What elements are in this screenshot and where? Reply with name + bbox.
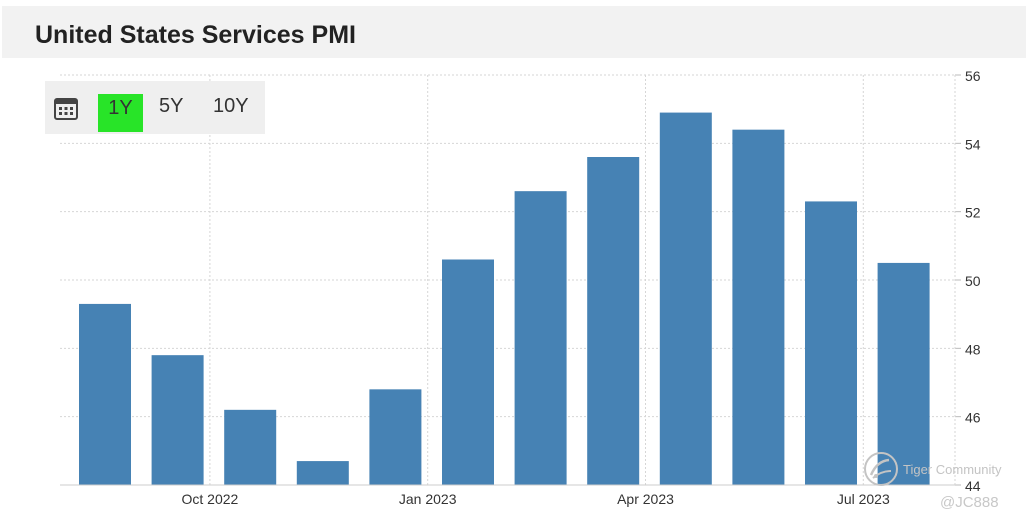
title-bar: United States Services PMI bbox=[2, 6, 1026, 58]
bar-dec-2022 bbox=[369, 389, 422, 485]
x-tick-label: Oct 2022 bbox=[181, 491, 238, 507]
bar-may-2023 bbox=[732, 129, 785, 485]
y-tick-label: 56 bbox=[965, 68, 981, 84]
range-5y-button[interactable]: 5Y bbox=[159, 95, 184, 117]
x-tick-label: Jan 2023 bbox=[399, 491, 457, 507]
y-tick-label: 50 bbox=[965, 273, 981, 289]
calendar-icon[interactable] bbox=[53, 95, 79, 121]
bar-nov-2022 bbox=[296, 461, 349, 485]
y-tick-label: 46 bbox=[965, 410, 981, 426]
bar-oct-2022 bbox=[224, 409, 277, 485]
bar-aug-2022 bbox=[79, 303, 131, 485]
bar-jun-2023 bbox=[805, 201, 857, 485]
bar-apr-2023 bbox=[659, 112, 712, 485]
page-title: United States Services PMI bbox=[35, 21, 356, 49]
watermark-user: @JC888 bbox=[940, 494, 999, 511]
y-tick-label: 54 bbox=[965, 136, 981, 152]
range-1y-button[interactable]: 1Y bbox=[98, 94, 143, 132]
bar-jul-2023 bbox=[877, 262, 930, 485]
y-tick-label: 44 bbox=[965, 478, 981, 494]
bar-feb-2023 bbox=[514, 191, 567, 485]
watermark: Tiger Community @JC888 bbox=[862, 450, 1022, 520]
tiger-community-logo-icon bbox=[863, 451, 899, 492]
range-10y-button[interactable]: 10Y bbox=[213, 95, 249, 117]
watermark-brand: Tiger Community bbox=[903, 462, 1002, 477]
bar-sep-2022 bbox=[151, 355, 204, 485]
bar-mar-2023 bbox=[587, 157, 640, 485]
x-tick-label: Jul 2023 bbox=[837, 491, 890, 507]
bar-jan-2023 bbox=[442, 259, 494, 485]
x-tick-label: Apr 2023 bbox=[617, 491, 674, 507]
y-tick-label: 52 bbox=[965, 205, 981, 221]
y-tick-label: 48 bbox=[965, 341, 981, 357]
range-selector: 1Y 5Y 10Y bbox=[45, 81, 265, 134]
